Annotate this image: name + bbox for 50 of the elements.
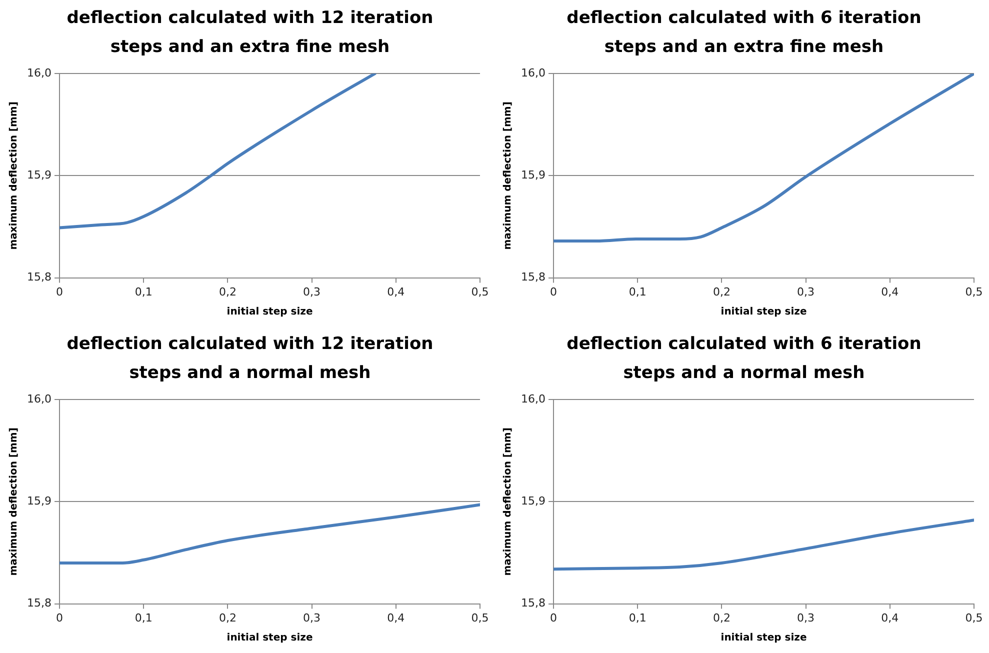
chart-title: deflection calculated with 12 iteration steps and an extra fine mesh bbox=[66, 7, 434, 59]
line-series bbox=[553, 518, 974, 571]
x-tick-label: 0,5 bbox=[965, 285, 983, 298]
y-axis-title: maximum deflection [mm] bbox=[8, 102, 20, 250]
y-tick-label: 15,8 bbox=[26, 596, 52, 610]
line-series bbox=[59, 74, 376, 230]
y-tick-label: 16,0 bbox=[26, 392, 52, 406]
y-axis-title: maximum deflection [mm] bbox=[8, 428, 20, 576]
x-tick-label: 0,3 bbox=[303, 611, 321, 624]
x-tick-label: 0,2 bbox=[218, 285, 236, 298]
y-tick-label: 15,8 bbox=[520, 270, 546, 284]
y-tick-label: 16,0 bbox=[520, 66, 546, 80]
x-tick-label: 0,3 bbox=[797, 611, 815, 624]
y-tick-label: 15,8 bbox=[520, 596, 546, 610]
x-tick-label: 0,2 bbox=[712, 285, 730, 298]
y-tick-label: 15,8 bbox=[26, 270, 52, 284]
chart-title: deflection calculated with 6 iteration steps and a normal mesh bbox=[566, 333, 922, 385]
x-tick-label: 0,4 bbox=[881, 611, 899, 624]
x-tick-label: 0,4 bbox=[387, 285, 405, 298]
x-axis-title: initial step size bbox=[720, 306, 807, 318]
x-tick-label: 0 bbox=[550, 285, 557, 298]
y-tick-label: 15,9 bbox=[520, 494, 546, 508]
y-tick-label: 16,0 bbox=[520, 392, 546, 406]
x-axis-title: initial step size bbox=[226, 306, 313, 318]
x-tick-label: 0,5 bbox=[965, 611, 983, 624]
x-tick-label: 0,4 bbox=[881, 285, 899, 298]
y-tick-label: 15,9 bbox=[26, 168, 52, 182]
x-tick-label: 0,2 bbox=[712, 611, 730, 624]
chart-title: deflection calculated with 12 iteration steps and a normal mesh bbox=[66, 333, 434, 385]
x-axis-title: initial step size bbox=[720, 632, 807, 644]
y-axis-title: maximum deflection [mm] bbox=[502, 428, 514, 576]
y-axis-title: maximum deflection [mm] bbox=[502, 102, 514, 250]
x-tick-label: 0,1 bbox=[134, 611, 152, 624]
x-tick-label: 0 bbox=[56, 285, 63, 298]
x-tick-label: 0,1 bbox=[628, 285, 646, 298]
x-tick-label: 0,1 bbox=[134, 285, 152, 298]
y-tick-label: 15,9 bbox=[520, 168, 546, 182]
chart-title: deflection calculated with 6 iteration steps and an extra fine mesh bbox=[566, 7, 922, 59]
x-axis-title: initial step size bbox=[226, 632, 313, 644]
y-tick-label: 15,9 bbox=[26, 494, 52, 508]
x-tick-label: 0,5 bbox=[471, 285, 489, 298]
x-tick-label: 0,3 bbox=[797, 285, 815, 298]
x-tick-label: 0 bbox=[550, 611, 557, 624]
x-tick-label: 0,5 bbox=[471, 611, 489, 624]
x-tick-label: 0 bbox=[56, 611, 63, 624]
x-tick-label: 0,4 bbox=[387, 611, 405, 624]
x-tick-label: 0,1 bbox=[628, 611, 646, 624]
x-tick-label: 0,3 bbox=[303, 285, 321, 298]
y-tick-label: 16,0 bbox=[26, 66, 52, 80]
x-tick-label: 0,2 bbox=[218, 611, 236, 624]
